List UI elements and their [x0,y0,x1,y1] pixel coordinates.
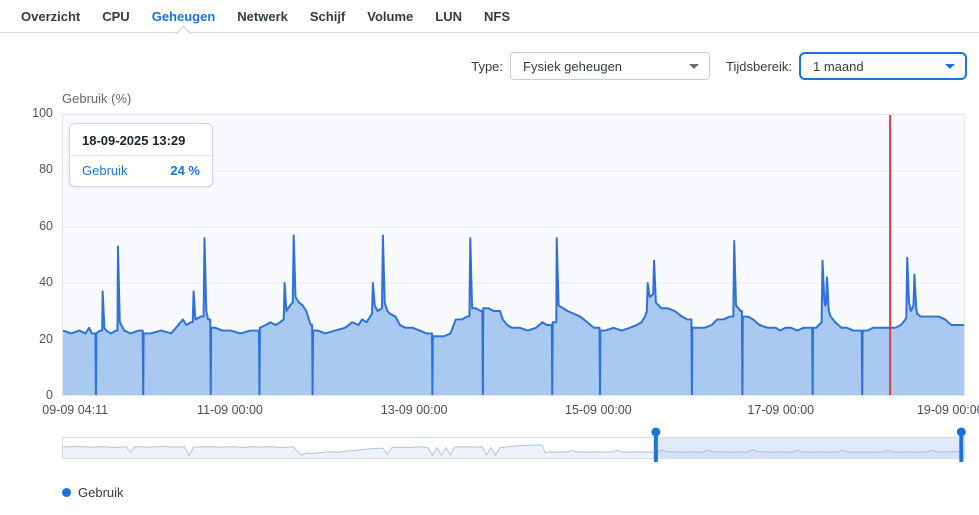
overview-chart [62,427,966,462]
x-axis: 09-09 04:11 11-09 00:00 13-09 00:00 15-09 0… [42,403,979,419]
y-tick-label: 80 [39,162,53,177]
overview-strip[interactable] [62,427,966,462]
tab-geheugen[interactable]: Geheugen [151,9,216,24]
tab-bar: Overzicht CPU Geheugen Netwerk Schijf Volume L… [0,0,979,33]
tab-netwerk[interactable]: Netwerk [237,9,288,24]
chart-controls: Type: Fysiek geheugen Tijdsbereik: 1 maa… [471,52,967,80]
chart-tooltip: 18-09-2025 13:29 Gebruik 24 % [69,123,213,187]
timerange-label: Tijdsbereik: [726,58,792,74]
usage-area-chart [63,115,964,395]
x-tick-label: 19-09 00:00 [916,403,979,417]
x-tick-label: 11-09 00:00 [197,403,263,417]
tooltip-value: 24 % [170,163,200,178]
x-tick-label: 17-09 00:00 [747,403,815,417]
legend-dot-icon [62,488,71,497]
type-label: Type: [471,58,504,74]
tab-volume[interactable]: Volume [367,9,414,24]
plot-area[interactable]: 18-09-2025 13:29 Gebruik 24 % [62,114,965,396]
type-select[interactable]: Fysiek geheugen [510,52,711,80]
tab-nfs[interactable]: NFS [483,9,510,24]
chevron-down-icon [689,64,700,69]
x-tick-label: 09-09 04:11 [42,403,109,417]
y-tick-label: 20 [39,331,53,346]
tooltip-series-label: Gebruik [82,163,128,178]
y-tick-label: 0 [46,388,53,402]
timerange-select[interactable]: 1 maand [799,52,967,80]
y-tick-label: 100 [32,106,53,120]
legend-label: Gebruik [78,485,124,500]
timerange-select-value: 1 maand [813,58,864,74]
tab-schijf[interactable]: Schijf [309,9,346,24]
y-tick-label: 40 [39,275,53,290]
tab-lun[interactable]: LUN [435,9,462,24]
y-tick-label: 60 [39,218,53,233]
tab-overzicht[interactable]: Overzicht [21,9,81,24]
tooltip-divider [70,155,212,156]
brush-handle-right[interactable] [956,427,966,463]
tab-cpu[interactable]: CPU [102,9,130,24]
legend: Gebruik [62,485,124,500]
x-tick-label: 15-09 00:00 [565,403,632,417]
chart-title: Gebruik (%) [62,91,132,106]
type-select-value: Fysiek geheugen [523,58,623,74]
chevron-down-icon [945,64,955,69]
tooltip-timestamp: 18-09-2025 13:29 [82,133,186,148]
x-tick-label: 13-09 00:00 [380,403,448,417]
brush-handle-left[interactable] [651,427,661,463]
